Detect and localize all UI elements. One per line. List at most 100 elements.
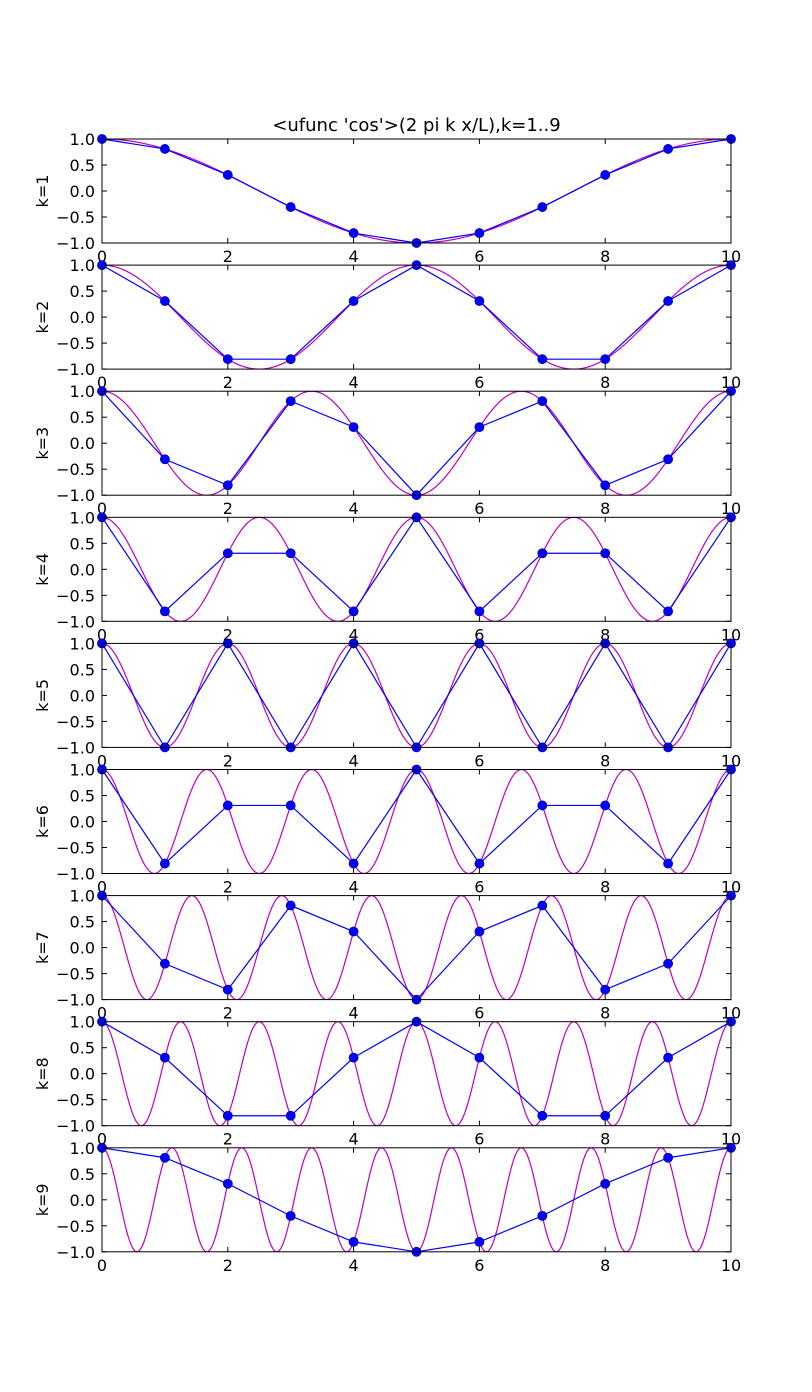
panel-k1: 1.0 0.5 0.0 −0.5 −1.00 2 4 6 8 10 k=1 — [33, 130, 741, 266]
y-tick-label: 0.5 — [70, 156, 95, 175]
y-tick-label: −1.0 — [56, 865, 95, 884]
x-tick-label: 4 — [349, 373, 359, 392]
x-tick-label: 2 — [223, 247, 233, 266]
sample-point — [222, 170, 233, 180]
axes-frame — [101, 264, 732, 370]
x-tick-label: 4 — [349, 1130, 359, 1149]
panel-k8: 1.0 0.5 0.0 −0.5 −1.00 2 4 6 8 10 k=8 — [33, 1013, 741, 1149]
x-tick-label: 2 — [223, 751, 233, 770]
y-tick-label: −0.5 — [56, 460, 95, 479]
sampled-line-k9 — [101, 1147, 732, 1253]
panel-k4: 1.0 0.5 0.0 −0.5 −1.00 2 4 6 8 10 k=4 — [33, 508, 741, 644]
x-tick-label: 6 — [474, 751, 484, 770]
x-tick-label: 4 — [349, 247, 359, 266]
y-axis-label: k=2 — [33, 301, 52, 334]
x-tick-label: 2 — [223, 878, 233, 897]
y-tick-label: 1.0 — [70, 508, 95, 527]
sample-point — [285, 1110, 296, 1121]
sample-point — [474, 228, 485, 238]
x-tick-label: 4 — [349, 1256, 359, 1275]
sample-point — [159, 1052, 170, 1063]
x-tick-label: 4 — [349, 499, 359, 518]
sample-point — [348, 926, 359, 937]
x-tick-label: 10 — [721, 373, 741, 392]
x-tick-label: 6 — [474, 1004, 484, 1023]
y-tick-label: −0.5 — [56, 1217, 95, 1236]
continuous-curve-k6 — [102, 769, 731, 874]
x-tick-label: 0 — [97, 499, 107, 518]
sample-point — [663, 296, 673, 306]
y-tick-label: −0.5 — [56, 1091, 95, 1110]
y-tick-label: −1.0 — [56, 738, 95, 757]
y-tick-label: 0.0 — [70, 1065, 95, 1084]
x-tick-label: 10 — [721, 1004, 741, 1023]
panel-k3: 1.0 0.5 0.0 −0.5 −1.00 2 4 6 8 10 k=3 — [33, 382, 741, 518]
sample-point — [537, 354, 548, 365]
y-tick-label: −1.0 — [56, 612, 95, 631]
x-tick-label: 10 — [721, 625, 741, 644]
axes-frame — [101, 1021, 732, 1127]
y-tick-label: −1.0 — [56, 1243, 95, 1262]
y-tick-label: 1.0 — [70, 382, 95, 401]
sampled-line-k8 — [101, 1021, 732, 1117]
continuous-curve-k2 — [102, 265, 731, 370]
x-tick-label: 4 — [349, 1004, 359, 1023]
sample-point — [600, 984, 611, 995]
sample-point — [285, 800, 296, 811]
sample-point — [159, 296, 170, 306]
sample-point — [222, 984, 233, 995]
x-tick-label: 8 — [600, 751, 610, 770]
axes-frame — [101, 769, 732, 874]
sample-point — [348, 1052, 359, 1063]
y-tick-label: 0.0 — [70, 434, 95, 453]
continuous-curve-k4 — [102, 517, 731, 622]
x-tick-label: 0 — [97, 247, 107, 266]
panel-k7: 1.0 0.5 0.0 −0.5 −1.00 2 4 6 8 10 k=7 — [33, 887, 741, 1023]
sample-point — [159, 144, 170, 154]
y-axis-label: k=1 — [33, 175, 52, 208]
sample-point — [537, 900, 548, 911]
sample-point — [285, 354, 296, 365]
sample-point — [222, 548, 233, 559]
sample-point — [537, 800, 548, 811]
x-tick-label: 0 — [97, 1004, 107, 1023]
y-tick-label: 0.5 — [70, 282, 95, 301]
axes-frame — [101, 1147, 732, 1253]
x-tick-label: 0 — [97, 373, 107, 392]
y-tick-label: 1.0 — [70, 887, 95, 906]
sample-point — [663, 454, 673, 465]
sample-point — [285, 900, 296, 911]
x-tick-label: 2 — [223, 1256, 233, 1275]
y-tick-label: −1.0 — [56, 486, 95, 505]
sampled-line-k7 — [101, 895, 732, 1001]
sample-point — [285, 1210, 296, 1221]
sample-point — [663, 858, 673, 869]
sample-point — [348, 296, 359, 306]
y-tick-label: 0.0 — [70, 1191, 95, 1210]
sampled-line-k5 — [101, 642, 732, 749]
sample-point — [159, 454, 170, 465]
x-tick-label: 8 — [600, 625, 610, 644]
y-axis-label: k=4 — [33, 553, 52, 586]
x-tick-label: 0 — [97, 878, 107, 897]
sample-point — [348, 1236, 359, 1247]
x-tick-label: 8 — [600, 499, 610, 518]
y-axis-label: k=3 — [33, 427, 52, 460]
sample-point — [285, 396, 296, 407]
x-tick-label: 10 — [721, 1130, 741, 1149]
x-tick-label: 8 — [600, 1130, 610, 1149]
sampled-line-k1 — [101, 138, 732, 244]
x-tick-label: 8 — [600, 373, 610, 392]
continuous-curve-k7 — [102, 895, 731, 1000]
y-tick-label: −0.5 — [56, 965, 95, 984]
y-tick-label: −0.5 — [56, 712, 95, 731]
sample-point — [537, 548, 548, 559]
y-tick-label: 0.5 — [70, 787, 95, 806]
sample-point — [348, 606, 359, 617]
sample-point — [600, 354, 611, 365]
sample-point — [474, 1236, 485, 1247]
y-tick-label: 0.0 — [70, 813, 95, 832]
sample-point — [537, 1110, 548, 1121]
sample-point — [663, 958, 673, 969]
sample-point — [285, 202, 296, 212]
